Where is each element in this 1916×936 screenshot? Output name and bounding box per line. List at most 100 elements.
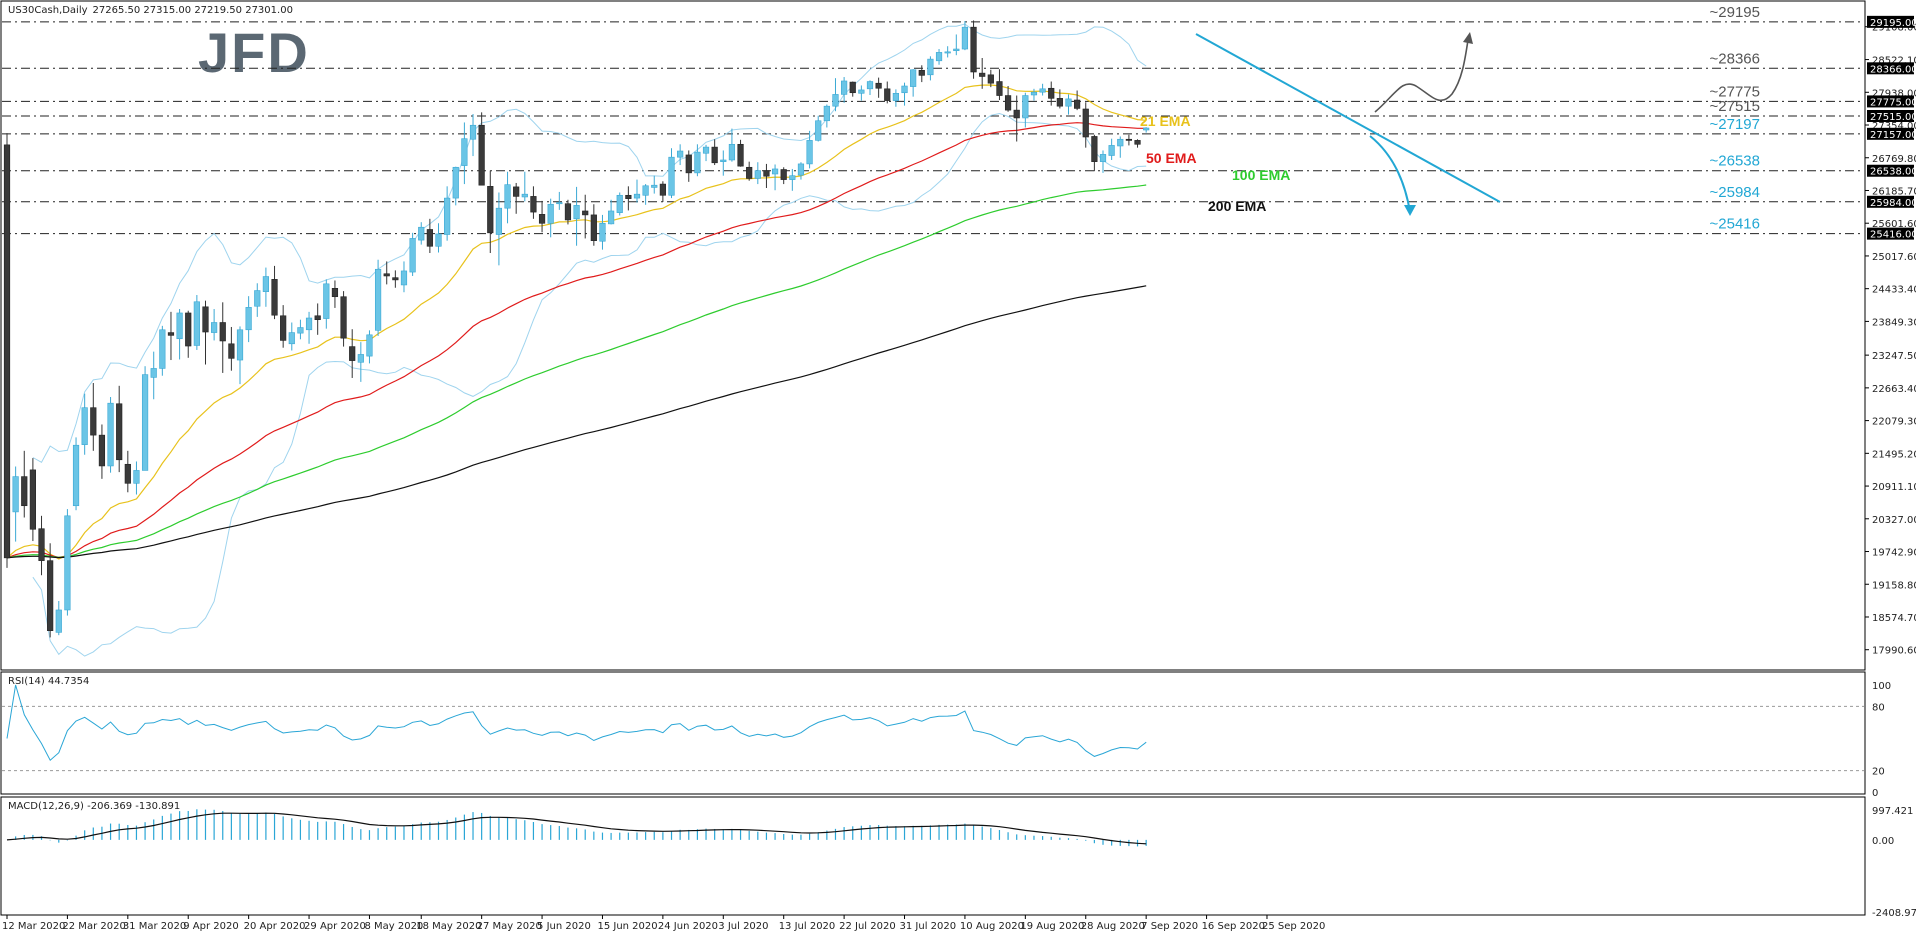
bollinger-upper-band [32, 23, 1147, 463]
ema-200-label: 200 EMA [1208, 198, 1266, 214]
candle-body [202, 306, 209, 333]
candle-body [953, 48, 960, 52]
macd-tick-label: 0.00 [1872, 836, 1894, 847]
price-tag [1867, 195, 1914, 208]
candle-body [927, 58, 934, 76]
bullish-projection-path [1374, 39, 1469, 113]
macd-signal-line [6, 812, 1147, 845]
macd-tick-label: -2408.971 [1872, 908, 1916, 919]
candle-body [841, 80, 848, 95]
candle-body [875, 82, 882, 89]
candle-body [556, 202, 563, 205]
candle-body [1091, 136, 1098, 162]
level-label: ~25984 [1710, 184, 1760, 201]
price-tag [1867, 62, 1914, 75]
candle-body [573, 205, 580, 220]
x-tick-label: 7 Sep 2020 [1141, 921, 1198, 932]
candle-body [452, 166, 459, 199]
candle-body [29, 469, 36, 530]
candle-body [116, 403, 123, 461]
x-tick-label: 15 Jun 2020 [597, 921, 657, 932]
y-tick-label: 23247.50 [1872, 351, 1916, 362]
candle-body [357, 354, 364, 363]
x-tick-label: 16 Sep 2020 [1202, 921, 1265, 932]
candle-body [582, 210, 589, 216]
candle-body [141, 374, 149, 471]
candle-body [711, 146, 718, 164]
candle-body [409, 238, 416, 273]
candle-body [987, 74, 994, 84]
bearish-arrow-head [1404, 205, 1416, 216]
candle-body [849, 81, 856, 94]
x-tick-label: 13 Jul 2020 [779, 921, 836, 932]
price-tag [1867, 15, 1914, 28]
candle-body [81, 407, 88, 445]
rsi-line [6, 684, 1147, 761]
y-tick-label: 26769.80 [1872, 154, 1916, 165]
candle-body [176, 312, 183, 340]
candle-body [633, 193, 641, 199]
candle-body [305, 317, 313, 331]
candle-body [1022, 95, 1029, 119]
candle-body [349, 346, 356, 361]
y-tick-label: 21495.20 [1872, 449, 1916, 460]
candle-body [728, 143, 736, 161]
candle-body [1099, 154, 1107, 162]
candle-body [495, 207, 503, 235]
price-tag [1867, 95, 1914, 108]
rsi-tick-label: 80 [1872, 702, 1885, 713]
candle-body [435, 233, 442, 247]
x-tick-label: 22 Jul 2020 [839, 921, 896, 932]
candle-body [98, 434, 106, 467]
candle-body [1056, 98, 1063, 107]
candle-body [1134, 140, 1141, 145]
x-tick-label: 19 Aug 2020 [1020, 921, 1084, 932]
x-tick-label: 5 Jun 2020 [537, 921, 591, 932]
candle-body [245, 307, 252, 331]
price-tag-label: 26538.00 [1870, 167, 1916, 178]
candle-body [668, 156, 675, 196]
candle-body [823, 105, 830, 122]
y-tick-label: 17990.60 [1872, 646, 1916, 657]
y-tick-label: 23849.30 [1872, 317, 1916, 328]
ema-50-label: 50 EMA [1146, 150, 1197, 166]
candle-body [374, 268, 382, 331]
level-label: ~26538 [1710, 153, 1760, 170]
level-label: ~28366 [1710, 50, 1760, 67]
x-tick-label: 22 Mar 2020 [62, 921, 125, 932]
candle-body [426, 229, 433, 247]
x-tick-label: 27 May 2020 [477, 921, 542, 932]
x-tick-label: 20 Apr 2020 [244, 921, 306, 932]
y-tick-label: 25601.60 [1872, 219, 1916, 230]
candle-body [625, 194, 632, 199]
candle-body [64, 515, 71, 611]
y-tick-label: 18574.70 [1872, 613, 1916, 624]
candle-body [702, 146, 710, 154]
level-label: ~29195 [1710, 4, 1760, 21]
y-tick-label: 24433.40 [1872, 285, 1916, 296]
y-tick-label: 27354.00 [1872, 121, 1916, 132]
rsi-title: RSI(14) 44.7354 [8, 676, 89, 687]
price-tag-label: 27157.00 [1870, 130, 1916, 141]
candle-body [815, 120, 822, 141]
candle-body [366, 334, 373, 357]
candle-body [866, 81, 874, 90]
macd-tick-label: 997.421 [1872, 806, 1913, 817]
candle-body [763, 170, 770, 177]
y-tick-label: 26185.70 [1872, 186, 1916, 197]
x-tick-label: 31 Jul 2020 [900, 921, 957, 932]
candle-body [167, 332, 175, 336]
candle-body [124, 463, 131, 484]
chart-title-symbol: US30Cash,Daily 27265.50 27315.00 27219.50… [8, 5, 293, 16]
descending-trendline [1195, 33, 1501, 203]
candle-body [590, 214, 597, 241]
candle-body [754, 170, 761, 179]
candle-body [1125, 138, 1132, 141]
candle-body [616, 194, 623, 213]
candle-body [288, 332, 295, 345]
x-tick-label: 9 Apr 2020 [183, 921, 238, 932]
candle-body [1082, 108, 1089, 138]
ema-200-line [6, 285, 1147, 559]
candle-body [1143, 127, 1150, 131]
